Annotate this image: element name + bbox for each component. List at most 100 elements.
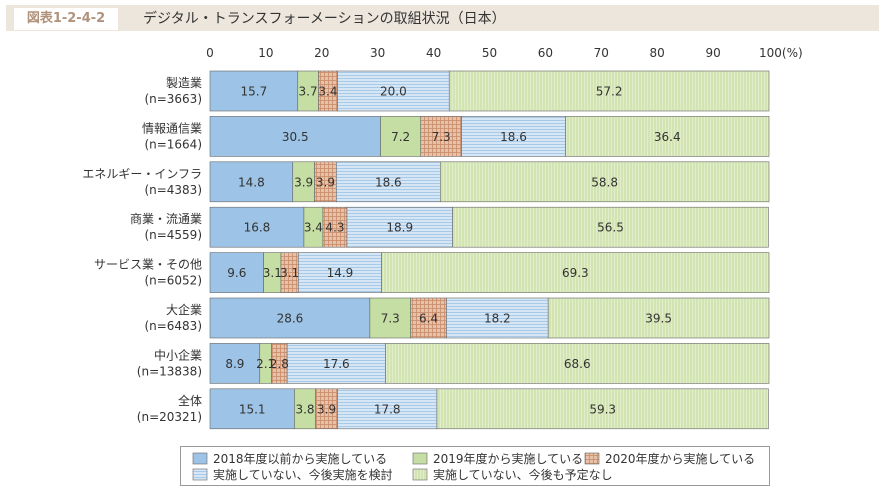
data-label: 57.2 [596, 85, 623, 99]
bar-segment [369, 297, 411, 339]
data-label: 36.4 [654, 130, 681, 144]
data-label: 17.8 [374, 402, 401, 416]
category-sample-size: (n=4383) [144, 183, 202, 197]
legend: 2018年度以前から実施している 2019年度から実施している 2020年度から実施… [180, 446, 770, 486]
bar-segment [209, 206, 305, 248]
category-sample-size: (n=6052) [144, 274, 202, 288]
bar-segment [385, 343, 770, 384]
bar-segment [452, 206, 769, 248]
data-label: 4.3 [325, 221, 344, 235]
category-sample-size: (n=1664) [144, 137, 202, 151]
category-label: 大企業 [166, 302, 202, 317]
x-tick-label: 0 [206, 46, 214, 60]
category-label: 製造業 [166, 76, 202, 90]
category-sample-size: (n=6483) [144, 319, 202, 333]
data-label: 3.1 [280, 266, 299, 280]
data-label: 59.3 [589, 402, 616, 416]
x-tick-label: 30 [370, 46, 385, 60]
bar-segment [337, 388, 438, 430]
category-sample-size: (n=3663) [144, 92, 202, 106]
x-tick-label: 60 [538, 46, 553, 60]
bar-segment [209, 343, 261, 384]
data-label: 3.9 [316, 175, 335, 189]
data-label: 3.9 [294, 175, 313, 189]
category-sample-size: (n=13838) [137, 364, 202, 378]
data-label: 15.7 [241, 85, 268, 99]
legend-label: 実施していない、今後も予定なし [433, 467, 613, 482]
stacked-bar-chart: 0 10 20 30 40 50 60 70 80 90 100(%) 製造業 (n=3663) 情報通… [82, 46, 803, 430]
category-sample-size: (n=4559) [144, 228, 202, 242]
data-label: 7.3 [381, 312, 400, 326]
legend-swatch [584, 452, 600, 465]
data-label: 3.4 [304, 221, 323, 235]
legend-swatch [412, 452, 428, 465]
data-label: 3.8 [295, 402, 314, 416]
data-label: 39.5 [645, 312, 672, 326]
category-label: 情報通信業 [142, 121, 202, 135]
x-tick-label: 10 [258, 46, 273, 60]
x-tick-label: 70 [594, 46, 609, 60]
category-sample-size: (n=20321) [137, 410, 202, 424]
data-label: 68.6 [564, 357, 591, 371]
bar-segment [209, 70, 299, 112]
data-label: 58.8 [591, 175, 618, 189]
legend-label: 2020年度から実施している [605, 451, 755, 466]
x-tick-label: 80 [650, 46, 665, 60]
x-tick-label: 50 [482, 46, 497, 60]
bar-segment [209, 252, 264, 293]
bar-segment [298, 252, 382, 293]
data-label: 3.7 [299, 85, 318, 99]
x-tick-label: 90 [705, 46, 720, 60]
data-label: 15.1 [239, 402, 266, 416]
data-label: 8.9 [225, 357, 244, 371]
data-label: 18.6 [500, 130, 527, 144]
data-label: 18.6 [375, 175, 402, 189]
data-label: 30.5 [282, 130, 309, 144]
legend-label: 2019年度から実施している [433, 451, 583, 466]
legend-label: 実施していない、今後実施を検討 [213, 467, 393, 482]
bar-segment [336, 161, 441, 203]
data-label: 17.6 [323, 357, 350, 371]
x-tick-label: 40 [426, 46, 441, 60]
category-label: 中小企業 [154, 347, 202, 362]
bar-segment [322, 206, 348, 248]
data-label: 3.1 [263, 266, 282, 280]
data-label: 69.3 [562, 266, 589, 280]
bar-segment [381, 252, 770, 293]
figure-number: 図表1-2-4-2 [14, 8, 118, 30]
x-axis-ticks: 0 10 20 30 40 50 60 70 80 90 100(%) [206, 46, 802, 60]
legend-label: 2018年度以前から実施している [213, 451, 387, 466]
bar-segment [436, 388, 769, 430]
category-label: 商業・流通業 [130, 211, 202, 226]
x-tick-label: 20 [314, 46, 329, 60]
data-label: 2.8 [270, 357, 289, 371]
x-tick-label: 100(%) [759, 46, 803, 60]
legend-swatch [412, 468, 428, 481]
data-label: 3.9 [317, 402, 336, 416]
bar-segment [565, 116, 770, 157]
bar-segment [440, 161, 770, 203]
bar-segment [209, 297, 371, 339]
data-label: 7.2 [391, 130, 410, 144]
bar-segment [420, 116, 462, 157]
category-label: 全体 [178, 393, 202, 408]
data-label: 18.9 [386, 221, 413, 235]
legend-swatch [192, 452, 208, 465]
data-label: 20.0 [380, 85, 407, 99]
data-label: 7.3 [432, 130, 451, 144]
figure-title: デジタル・トランスフォーメーションの取組状況（日本） [143, 11, 506, 27]
category-label: サービス業・その他 [94, 258, 202, 272]
category-labels: 製造業 (n=3663) 情報通信業 (n=1664) エネルギー・インフラ (n=438… [82, 76, 202, 424]
data-label: 9.6 [227, 266, 246, 280]
data-label: 2.1 [256, 357, 275, 371]
bar-segment [346, 206, 453, 248]
data-labels: 15.7 3.7 3.4 20.0 57.230.5 7.2 7.3 18.6 36.414.8… [225, 85, 680, 417]
legend-swatch [192, 468, 208, 481]
bar-segment [286, 343, 386, 384]
bar-segment [209, 161, 294, 203]
data-label: 14.8 [238, 175, 265, 189]
bar-segment [547, 297, 770, 339]
data-label: 16.8 [244, 221, 271, 235]
data-label: 56.5 [597, 221, 624, 235]
data-label: 3.4 [318, 85, 337, 99]
